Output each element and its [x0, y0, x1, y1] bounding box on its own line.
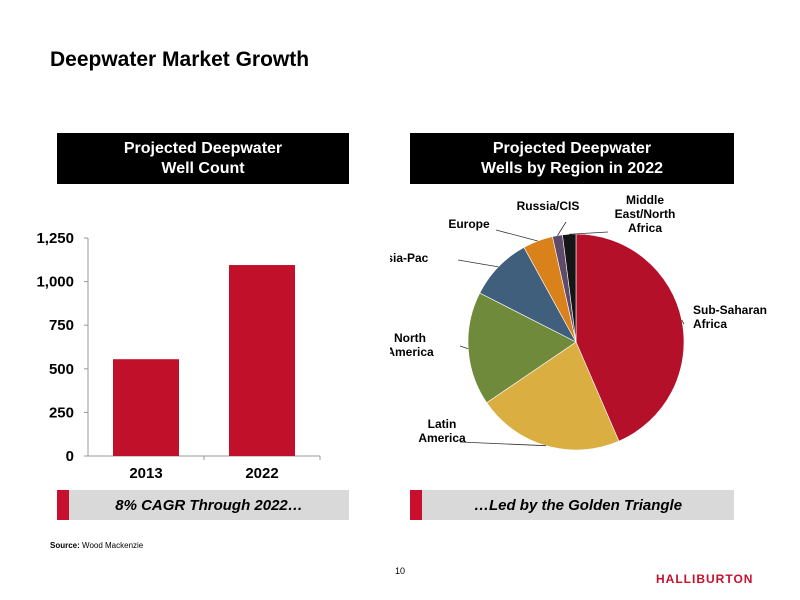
pie-leader-line: [457, 259, 499, 268]
pie-chart-header-line2: Wells by Region in 2022: [481, 159, 663, 177]
pie-leader-line: [459, 345, 469, 350]
pie-slice: [575, 233, 685, 442]
y-tick-label: 250: [49, 404, 74, 421]
pie-leader-line: [495, 229, 538, 242]
y-tick-label: 500: [49, 361, 74, 378]
pie-slice-label: Latin America: [418, 417, 466, 445]
page-number: 10: [394, 566, 405, 576]
wells-by-region-pie-chart: Sub-Saharan Africa Latin America North Americ…: [390, 193, 767, 451]
pie-slice-label: North America: [390, 331, 434, 359]
y-tick-label: 0: [66, 448, 74, 465]
pie-leader-line: [681, 319, 685, 325]
y-tick-label: 1,250: [36, 230, 74, 247]
pie-leader-line: [569, 231, 609, 235]
pie-chart-header: Projected Deepwater Wells by Region in 2…: [410, 133, 734, 184]
pie-leader-line: [459, 441, 546, 447]
pie-chart-header-line1: Projected Deepwater: [492, 139, 652, 157]
halliburton-logo: HALLIBURTON: [656, 572, 754, 586]
pie-leader-line: [557, 221, 567, 236]
pie-slice-label: Middle East/North Africa: [615, 193, 676, 235]
pie-slice: [486, 341, 620, 451]
source-text: Wood Mackenzie: [82, 541, 144, 550]
x-tick-label: 2022: [245, 465, 278, 482]
bar-2022: [229, 265, 295, 456]
bar-chart-header-line1: Projected Deepwater: [123, 139, 283, 157]
bar-2013: [113, 359, 179, 456]
source-label: Source:: [50, 541, 80, 550]
pie-slice-label: Sub-Saharan Africa: [693, 303, 767, 331]
bar-chart-header: Projected Deepwater Well Count: [57, 133, 349, 184]
well-count-bar-chart: 0 250 500 750 1,000 1,250 2013 2022: [36, 230, 321, 482]
cagr-banner: 8% CAGR Through 2022…: [57, 490, 349, 520]
banner-accent: [57, 490, 69, 520]
y-tick-label: 750: [49, 317, 74, 334]
cagr-banner-text: 8% CAGR Through 2022…: [115, 496, 303, 514]
source-note: Source: Wood Mackenzie: [50, 541, 143, 550]
pie-slice-label: Russia/CIS: [517, 199, 580, 213]
x-tick-label: 2013: [129, 465, 162, 482]
bar-chart-header-line2: Well Count: [161, 159, 245, 177]
pie-slice-label: Asia-Pac: [390, 251, 429, 265]
y-tick-label: 1,000: [36, 274, 74, 291]
page-title: Deepwater Market Growth: [50, 48, 310, 71]
banner-accent: [410, 490, 422, 520]
golden-triangle-banner: …Led by the Golden Triangle: [410, 490, 734, 520]
golden-triangle-banner-text: …Led by the Golden Triangle: [473, 496, 683, 514]
pie-slice-label: Europe: [448, 217, 490, 231]
